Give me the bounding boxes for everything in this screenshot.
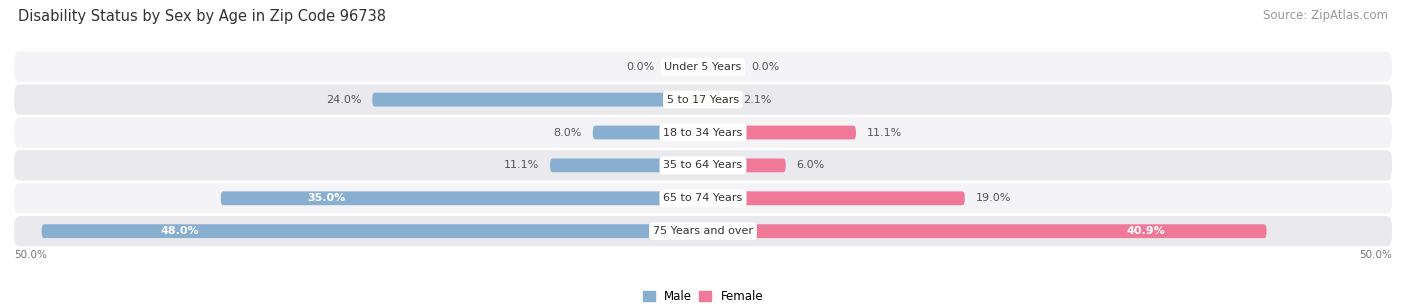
FancyBboxPatch shape <box>703 126 856 140</box>
Text: 50.0%: 50.0% <box>1360 250 1392 260</box>
Text: 19.0%: 19.0% <box>976 193 1011 203</box>
Text: 24.0%: 24.0% <box>326 95 361 105</box>
Text: 18 to 34 Years: 18 to 34 Years <box>664 127 742 137</box>
Text: 5 to 17 Years: 5 to 17 Years <box>666 95 740 105</box>
Text: 6.0%: 6.0% <box>797 161 825 171</box>
FancyBboxPatch shape <box>703 93 733 106</box>
Text: 2.1%: 2.1% <box>742 95 772 105</box>
FancyBboxPatch shape <box>14 183 1392 213</box>
Text: 40.9%: 40.9% <box>1126 226 1166 236</box>
Text: 50.0%: 50.0% <box>14 250 46 260</box>
Text: 8.0%: 8.0% <box>554 127 582 137</box>
FancyBboxPatch shape <box>703 192 965 205</box>
FancyBboxPatch shape <box>42 224 703 238</box>
Text: Source: ZipAtlas.com: Source: ZipAtlas.com <box>1263 9 1388 22</box>
FancyBboxPatch shape <box>550 158 703 172</box>
Text: Under 5 Years: Under 5 Years <box>665 62 741 72</box>
FancyBboxPatch shape <box>14 150 1392 181</box>
FancyBboxPatch shape <box>14 216 1392 246</box>
FancyBboxPatch shape <box>14 52 1392 82</box>
FancyBboxPatch shape <box>373 93 703 106</box>
FancyBboxPatch shape <box>703 224 1267 238</box>
FancyBboxPatch shape <box>221 192 703 205</box>
Text: 11.1%: 11.1% <box>503 161 538 171</box>
Text: 35.0%: 35.0% <box>308 193 346 203</box>
Text: 48.0%: 48.0% <box>160 226 200 236</box>
FancyBboxPatch shape <box>593 126 703 140</box>
Text: 65 to 74 Years: 65 to 74 Years <box>664 193 742 203</box>
Text: 0.0%: 0.0% <box>751 62 779 72</box>
FancyBboxPatch shape <box>14 85 1392 115</box>
FancyBboxPatch shape <box>703 158 786 172</box>
Legend: Male, Female: Male, Female <box>638 285 768 304</box>
Text: 35 to 64 Years: 35 to 64 Years <box>664 161 742 171</box>
FancyBboxPatch shape <box>14 117 1392 148</box>
Text: Disability Status by Sex by Age in Zip Code 96738: Disability Status by Sex by Age in Zip C… <box>18 9 387 24</box>
Text: 11.1%: 11.1% <box>868 127 903 137</box>
Text: 75 Years and over: 75 Years and over <box>652 226 754 236</box>
Text: 0.0%: 0.0% <box>627 62 655 72</box>
